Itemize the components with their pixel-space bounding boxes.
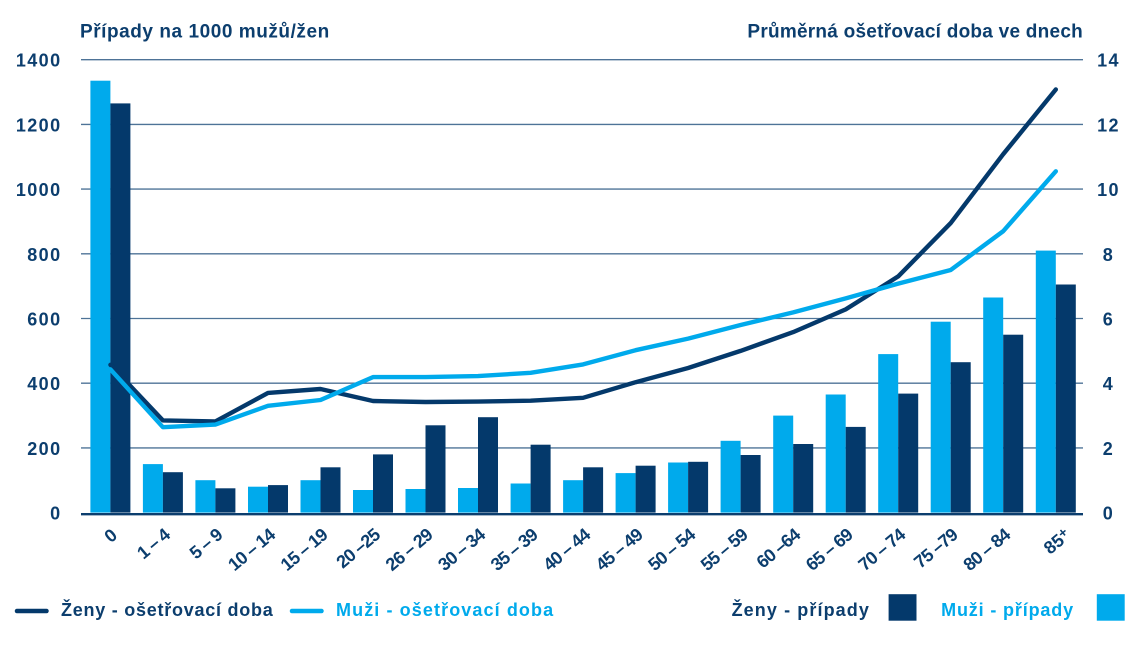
svg-text:2: 2 — [1103, 439, 1114, 459]
svg-text:1200: 1200 — [16, 115, 62, 135]
svg-text:14: 14 — [1097, 51, 1120, 71]
svg-text:0: 0 — [50, 504, 61, 524]
svg-text:1400: 1400 — [16, 51, 62, 71]
svg-text:0: 0 — [1103, 504, 1114, 524]
svg-text:Průměrná ošetřovací doba ve dn: Průměrná ošetřovací doba ve dnech — [747, 22, 1083, 43]
svg-text:8: 8 — [1103, 245, 1114, 265]
svg-text:Případy na 1000 mužů/žen: Případy na 1000 mužů/žen — [80, 22, 330, 43]
svg-text:600: 600 — [27, 310, 61, 330]
svg-text:800: 800 — [27, 245, 61, 265]
svg-text:400: 400 — [27, 374, 61, 394]
svg-text:Muži - případy: Muži - případy — [941, 600, 1074, 620]
svg-text:6: 6 — [1103, 310, 1114, 330]
svg-text:Ženy - případy: Ženy - případy — [732, 599, 870, 620]
svg-text:12: 12 — [1097, 115, 1120, 135]
svg-text:Ženy - ošetřovací doba: Ženy - ošetřovací doba — [61, 599, 274, 620]
svg-text:10: 10 — [1097, 180, 1120, 200]
svg-text:4: 4 — [1103, 374, 1114, 394]
svg-text:200: 200 — [27, 439, 61, 459]
svg-text:Muži - ošetřovací doba: Muži - ošetřovací doba — [336, 600, 554, 620]
svg-text:1000: 1000 — [16, 180, 62, 200]
